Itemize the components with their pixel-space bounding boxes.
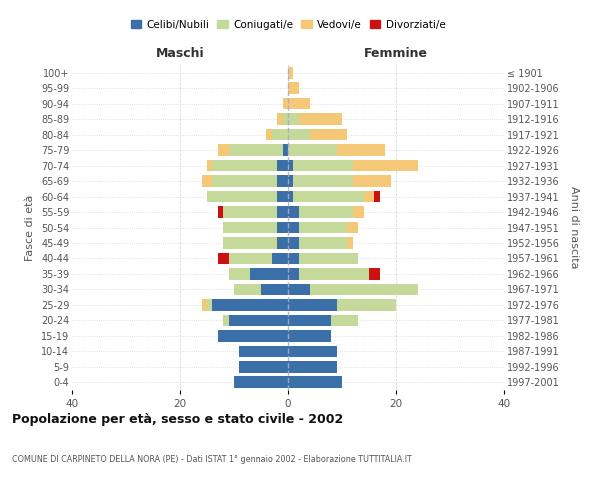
Bar [212,160,277,172]
Y-axis label: Fasce di età: Fasce di età [25,194,35,260]
Bar [374,190,380,202]
Bar [288,114,299,125]
Bar [229,314,288,326]
Bar [288,129,310,140]
Text: Femmine: Femmine [364,48,428,60]
Bar [234,284,261,295]
Bar [293,176,353,187]
Bar [299,206,353,218]
Bar [277,206,288,218]
Bar [283,114,288,125]
Bar [223,206,277,218]
Bar [207,190,277,202]
Bar [288,361,337,372]
Bar [288,252,299,264]
Bar [218,252,229,264]
Bar [239,361,288,372]
Bar [288,284,310,295]
Bar [353,160,418,172]
Bar [202,176,212,187]
Text: COMUNE DI CARPINETO DELLA NORA (PE) - Dati ISTAT 1° gennaio 2002 - Elaborazione : COMUNE DI CARPINETO DELLA NORA (PE) - Da… [12,455,412,464]
Bar [299,268,369,280]
Bar [288,376,342,388]
Bar [277,114,283,125]
Bar [272,129,288,140]
Bar [364,190,374,202]
Bar [223,237,277,249]
Bar [288,237,299,249]
Bar [369,268,380,280]
Bar [337,299,396,310]
Bar [288,268,299,280]
Bar [288,346,337,357]
Bar [218,144,229,156]
Bar [234,376,288,388]
Bar [353,206,364,218]
Bar [288,190,293,202]
Bar [353,176,391,187]
Bar [299,114,342,125]
Bar [288,82,299,94]
Bar [293,190,364,202]
Bar [347,237,353,249]
Bar [202,299,207,310]
Bar [310,129,347,140]
Bar [293,160,353,172]
Text: Popolazione per età, sesso e stato civile - 2002: Popolazione per età, sesso e stato civil… [12,412,343,426]
Bar [212,299,288,310]
Bar [283,98,288,110]
Bar [207,299,212,310]
Bar [331,314,358,326]
Y-axis label: Anni di nascita: Anni di nascita [569,186,579,269]
Bar [288,314,331,326]
Bar [223,314,229,326]
Bar [288,67,293,78]
Bar [299,252,358,264]
Bar [277,237,288,249]
Bar [266,129,272,140]
Bar [299,237,347,249]
Bar [261,284,288,295]
Legend: Celibi/Nubili, Coniugati/e, Vedovi/e, Divorziati/e: Celibi/Nubili, Coniugati/e, Vedovi/e, Di… [127,16,449,34]
Bar [229,268,250,280]
Bar [277,222,288,234]
Bar [347,222,358,234]
Text: Maschi: Maschi [155,48,205,60]
Bar [277,190,288,202]
Bar [288,176,293,187]
Bar [283,144,288,156]
Bar [272,252,288,264]
Bar [207,160,212,172]
Bar [288,144,337,156]
Bar [212,176,277,187]
Bar [239,346,288,357]
Bar [337,144,385,156]
Bar [288,222,299,234]
Bar [223,222,277,234]
Bar [288,206,299,218]
Bar [288,98,310,110]
Bar [250,268,288,280]
Bar [218,206,223,218]
Bar [288,160,293,172]
Bar [288,299,337,310]
Bar [310,284,418,295]
Bar [299,222,347,234]
Bar [218,330,288,342]
Bar [277,176,288,187]
Bar [277,160,288,172]
Bar [229,144,283,156]
Bar [288,330,331,342]
Bar [229,252,272,264]
